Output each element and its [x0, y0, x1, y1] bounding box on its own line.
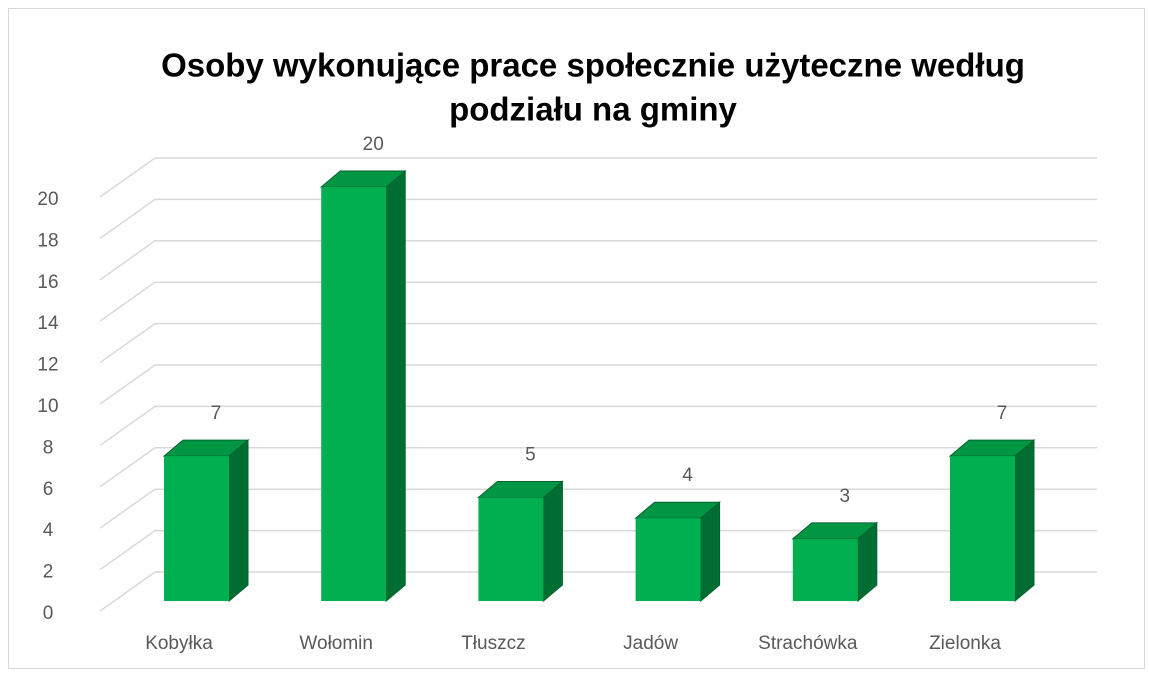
y-tick-label: 10 — [37, 396, 58, 417]
y-tick-label: 18 — [37, 230, 58, 251]
grid-line — [99, 322, 1097, 364]
x-tick-label: Strachówka — [758, 633, 858, 654]
grid-line — [99, 281, 1097, 322]
data-label: 3 — [840, 486, 851, 507]
bar-side — [542, 480, 563, 603]
x-tick-label: Jadów — [623, 633, 678, 654]
grid-line — [99, 157, 1097, 198]
grid-line — [99, 364, 1097, 405]
bar-side — [1014, 439, 1035, 603]
bar — [792, 538, 858, 601]
y-tick-label: 8 — [43, 437, 54, 458]
grid-line — [99, 571, 1097, 612]
bar — [950, 456, 1015, 601]
grid-line — [99, 405, 1097, 447]
y-tick-label: 6 — [43, 479, 54, 500]
chart-title: Osoby wykonujące prace społecznie użytec… — [161, 47, 1025, 84]
y-tick-label: 20 — [37, 189, 58, 210]
y-tick-label: 4 — [43, 520, 54, 541]
bar-side — [385, 169, 406, 603]
x-tick-label: Wołomin — [299, 633, 373, 654]
x-tick-label: Zielonka — [929, 633, 1001, 654]
y-tick-label: 14 — [37, 313, 59, 334]
y-tick-label: 12 — [37, 355, 58, 376]
x-tick-label: Kobyłka — [145, 633, 213, 654]
bar — [164, 456, 229, 601]
data-label: 4 — [682, 465, 693, 486]
grid-line — [99, 447, 1097, 488]
data-label: 7 — [997, 403, 1008, 424]
bar — [321, 187, 387, 601]
bar — [478, 497, 544, 601]
bar-side — [228, 439, 249, 603]
grid-line — [99, 529, 1097, 571]
bar — [635, 518, 701, 601]
grid-line — [99, 198, 1097, 240]
data-label: 5 — [525, 445, 536, 466]
y-tick-label: 2 — [43, 562, 54, 583]
y-tick-label: 0 — [43, 603, 54, 624]
data-label: 20 — [363, 134, 384, 155]
grid-line — [99, 488, 1097, 529]
x-tick-label: Tłuszcz — [461, 633, 525, 654]
y-tick-label: 16 — [37, 272, 58, 293]
grid-line — [99, 240, 1097, 281]
bar-side — [700, 501, 721, 603]
chart-title: podziału na gminy — [449, 91, 737, 128]
data-label: 7 — [211, 403, 222, 424]
